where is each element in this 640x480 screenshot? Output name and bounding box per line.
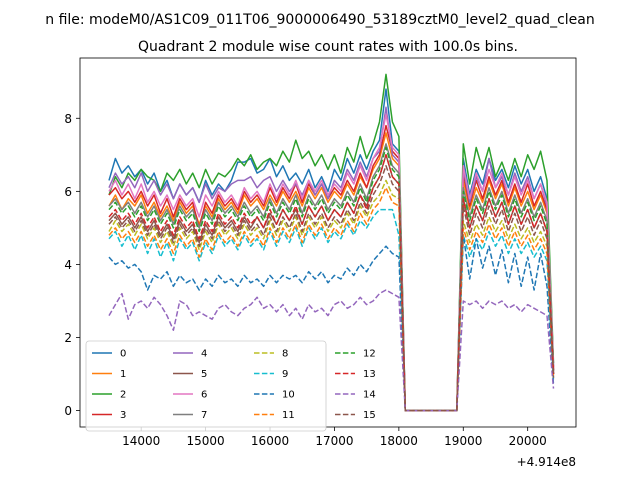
series-line-14	[108, 289, 555, 412]
series-line-9	[108, 208, 555, 412]
x-tick-label: 18000	[380, 434, 418, 448]
series-line-15	[108, 165, 555, 412]
x-tick-label: 16000	[251, 434, 289, 448]
axes-frame	[79, 57, 577, 428]
legend-label-3: 3	[120, 410, 126, 421]
y-tick-label: 0	[64, 404, 72, 418]
legend-label-2: 2	[120, 390, 126, 401]
series-line-3	[108, 124, 555, 412]
series-line-6	[108, 113, 555, 412]
legend-label-0: 0	[120, 349, 126, 360]
x-tick-label: 20000	[509, 434, 547, 448]
series-line-7	[108, 143, 555, 412]
series-layer	[108, 73, 555, 412]
legend-label-7: 7	[201, 410, 207, 421]
y-axis: 0 2 4 6 8	[64, 112, 80, 418]
x-axis: 14000 15000 16000 17000 18000 19000 20000	[122, 427, 547, 448]
series-line-2	[108, 73, 555, 412]
y-tick-label: 6	[64, 185, 72, 199]
series-line-12	[108, 146, 555, 412]
x-tick-label: 15000	[187, 434, 225, 448]
x-tick-label: 19000	[444, 434, 482, 448]
legend-label-5: 5	[201, 369, 207, 380]
legend-label-9: 9	[282, 369, 288, 380]
legend-label-12: 12	[363, 349, 376, 360]
legend-label-11: 11	[282, 410, 295, 421]
x-tick-label: 17000	[315, 434, 353, 448]
legend-label-10: 10	[282, 390, 295, 401]
series-line-11	[108, 186, 555, 412]
x-tick-label: 14000	[122, 434, 160, 448]
y-tick-label: 8	[64, 112, 72, 126]
legend-label-1: 1	[120, 369, 126, 380]
series-line-8	[108, 179, 555, 412]
y-tick-label: 2	[64, 331, 72, 345]
legend-label-13: 13	[363, 369, 376, 380]
series-line-1	[108, 132, 555, 412]
series-line-13	[108, 154, 555, 412]
x-axis-offset-label: +4.914e8	[517, 455, 576, 469]
legend-label-15: 15	[363, 410, 376, 421]
figure-suptitle: n file: modeM0/AS1C09_011T06_9000006490_…	[45, 12, 594, 28]
legend-label-6: 6	[201, 390, 207, 401]
legend-box	[85, 340, 327, 432]
legend-label-4: 4	[201, 349, 207, 360]
y-tick-label: 4	[64, 258, 72, 272]
legend-label-8: 8	[282, 349, 288, 360]
legend-label-14: 14	[363, 390, 376, 401]
series-line-10	[108, 234, 555, 412]
chart-title: Quadrant 2 module wise count rates with …	[138, 39, 518, 55]
